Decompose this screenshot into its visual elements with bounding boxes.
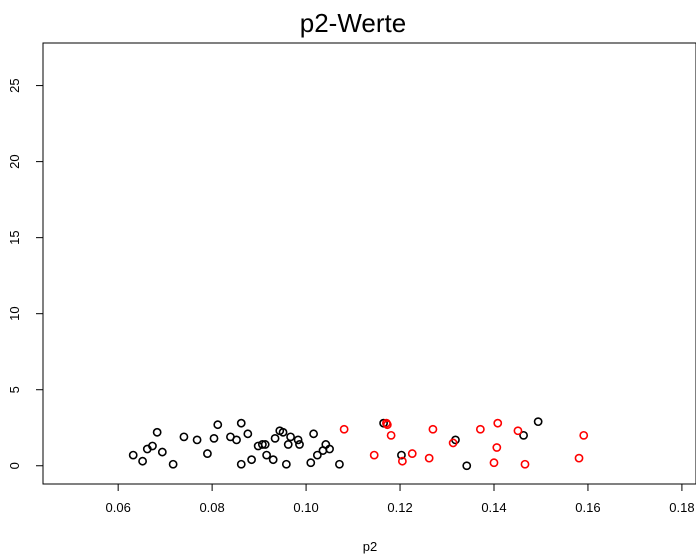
data-point xyxy=(286,432,295,442)
x-axis: 0.06 0.08 0.10 0.12 0.14 0.16 0.18 xyxy=(106,483,695,515)
x-tick-label: 0.18 xyxy=(669,500,694,515)
data-point xyxy=(579,430,589,440)
data-point xyxy=(489,458,499,468)
data-point xyxy=(519,430,528,440)
data-point xyxy=(138,456,147,466)
x-tick-label: 0.10 xyxy=(293,500,318,515)
data-point xyxy=(128,450,138,460)
data-point xyxy=(369,450,379,460)
data-point xyxy=(278,427,288,437)
data-point xyxy=(475,424,485,434)
y-tick-label: 15 xyxy=(7,230,22,244)
data-point xyxy=(283,440,293,449)
data-point xyxy=(335,459,344,469)
data-point xyxy=(281,459,291,469)
data-point xyxy=(232,435,241,445)
data-point xyxy=(448,438,458,448)
data-point xyxy=(236,418,246,428)
data-point xyxy=(179,432,189,442)
data-point xyxy=(397,450,406,460)
plot-frame xyxy=(42,42,696,485)
data-point xyxy=(168,459,178,469)
data-point xyxy=(262,450,272,460)
data-point xyxy=(295,440,304,449)
y-tick-label: 20 xyxy=(7,154,22,168)
data-point xyxy=(247,455,256,465)
data-point xyxy=(213,420,223,430)
x-tick-label: 0.16 xyxy=(575,500,600,515)
data-point xyxy=(270,433,280,443)
data-point xyxy=(157,447,167,457)
y-tick-label: 25 xyxy=(7,78,22,92)
chart-title: p2-Werte xyxy=(300,8,406,38)
data-point xyxy=(257,440,267,449)
data-point xyxy=(382,420,392,430)
data-point xyxy=(574,453,584,463)
data-point xyxy=(407,449,417,458)
data-point xyxy=(513,426,523,436)
data-points xyxy=(128,417,589,471)
data-point xyxy=(306,458,316,468)
data-point xyxy=(424,453,434,463)
data-point xyxy=(397,456,407,466)
data-point xyxy=(386,430,396,440)
x-tick-label: 0.06 xyxy=(106,500,131,515)
y-tick-label: 10 xyxy=(7,306,22,320)
data-point xyxy=(325,444,334,454)
data-point xyxy=(309,429,318,439)
data-point xyxy=(243,429,253,439)
x-tick-label: 0.08 xyxy=(199,500,224,515)
data-point xyxy=(520,459,530,469)
y-axis: 0 5 10 15 20 25 xyxy=(7,78,44,469)
data-point xyxy=(293,435,303,445)
x-tick-label: 0.12 xyxy=(387,500,412,515)
data-point xyxy=(493,418,503,428)
data-point xyxy=(192,435,202,445)
x-axis-label: p2 xyxy=(363,539,377,554)
data-point xyxy=(268,455,278,465)
data-point xyxy=(209,433,219,443)
data-point xyxy=(462,461,472,471)
data-point xyxy=(428,424,438,434)
data-point xyxy=(312,450,322,460)
data-point xyxy=(203,449,212,458)
y-tick-label: 5 xyxy=(7,386,22,393)
data-point xyxy=(492,443,502,452)
data-point xyxy=(339,424,349,434)
x-tick-label: 0.14 xyxy=(481,500,506,515)
y-tick-label: 0 xyxy=(7,462,22,469)
data-point xyxy=(260,440,270,449)
data-point xyxy=(148,441,157,451)
data-point xyxy=(152,427,162,437)
data-point xyxy=(236,459,246,469)
data-point xyxy=(533,417,543,427)
